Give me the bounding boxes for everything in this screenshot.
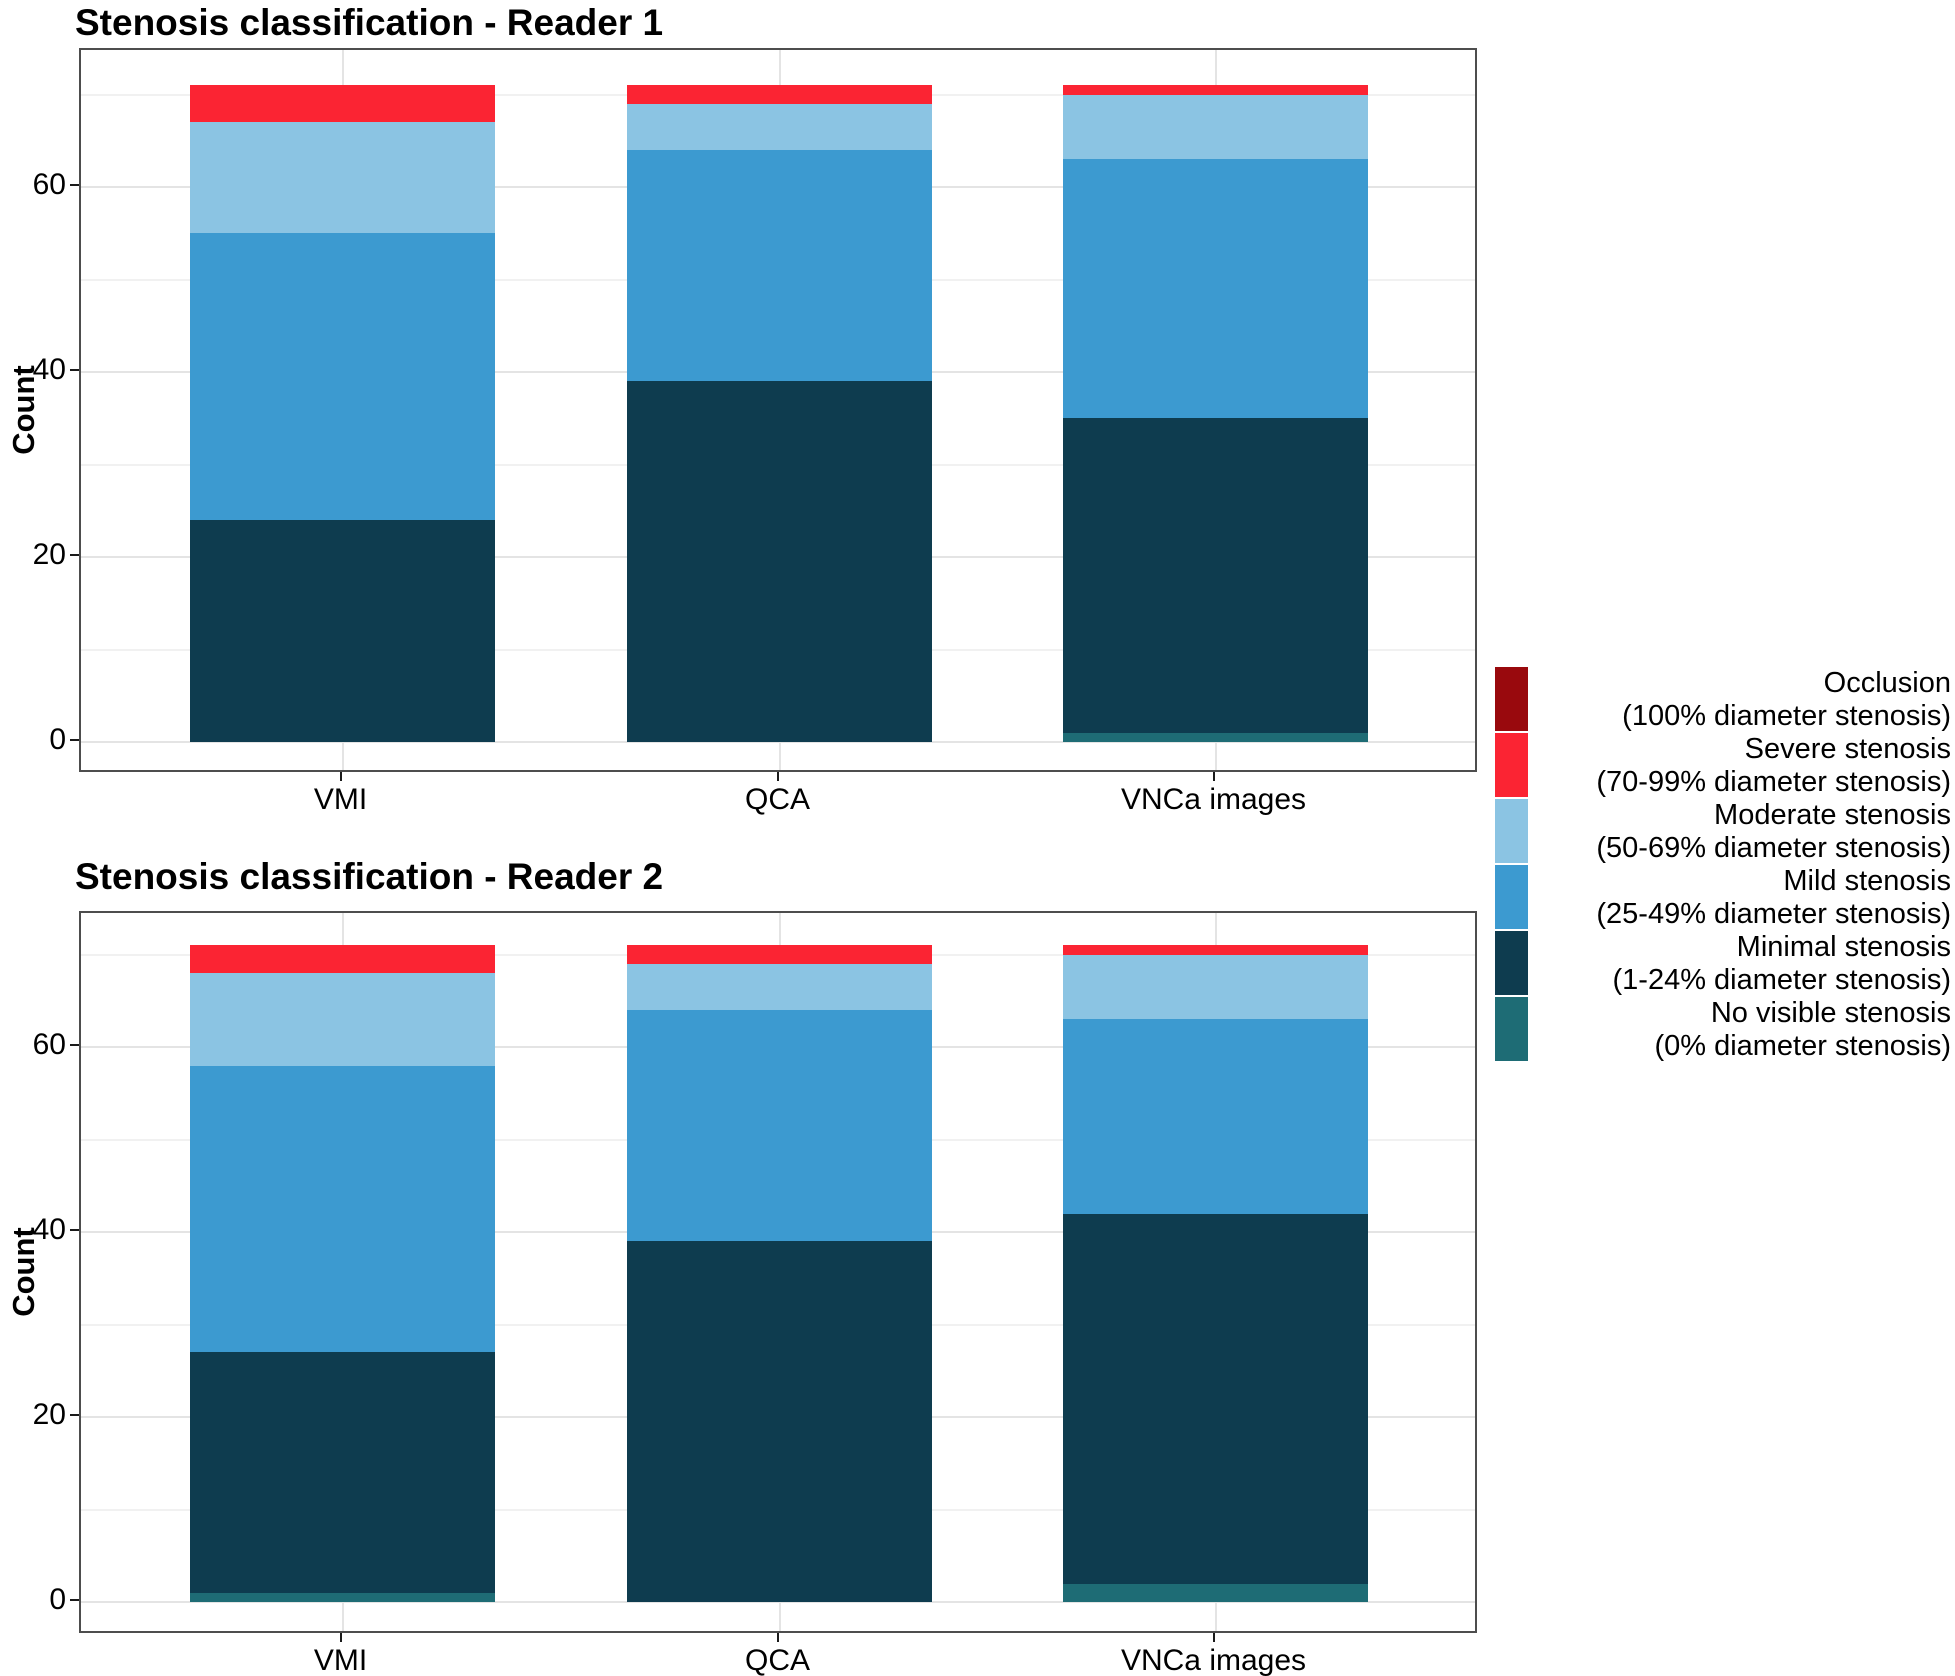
gridline-major-y0 [81,1601,1475,1603]
bar-segment-minimal-qca [627,381,932,742]
legend-label-line1-mild: Mild stenosis [1783,865,1951,897]
gridline-major-y0 [81,741,1475,743]
y-tick-label-40: 40 [32,1213,66,1246]
y-tick-mark-0 [70,1599,79,1601]
bar-segment-mild-qca [627,1010,932,1242]
y-tick-label-60: 60 [32,1028,66,1061]
y-tick-label-0: 0 [49,1583,66,1616]
bar-segment-mild-vmi [190,1065,495,1353]
y-tick-mark-40 [70,369,79,371]
bar-segment-moderate-qca [627,103,932,150]
bar-segment-moderate-vnca-images [1063,94,1368,160]
legend-swatch-severe [1495,733,1528,797]
bar-segment-mild-qca [627,150,932,382]
bar-segment-severe-qca [627,85,932,104]
x-tick-mark-qca [776,1633,779,1642]
bar-segment-no_visible-vmi [190,1592,495,1602]
bar-segment-minimal-vmi [190,520,495,742]
bar-segment-minimal-vnca-images [1063,1213,1368,1584]
bar-segment-minimal-vnca-images [1063,418,1368,733]
x-tick-label-vmi: VMI [313,1644,368,1676]
legend-label-line2-moderate: (50-69% diameter stenosis) [1596,832,1951,864]
y-tick-mark-40 [70,1229,79,1231]
x-tick-label-vmi: VMI [313,783,368,816]
bar-segment-mild-vnca-images [1063,159,1368,419]
bar-segment-moderate-vmi [190,122,495,234]
y-tick-label-20: 20 [32,538,66,571]
y-tick-label-40: 40 [32,353,66,386]
x-tick-mark-vnca-images [1212,1633,1215,1642]
y-tick-mark-20 [70,1414,79,1416]
legend-swatch-minimal [1495,931,1528,995]
bar-segment-moderate-vnca-images [1063,954,1368,1020]
x-tick-label-vnca-images: VNCa images [1120,783,1307,816]
bar-segment-moderate-vmi [190,973,495,1066]
bar-segment-minimal-qca [627,1241,932,1602]
bar-segment-minimal-vmi [190,1352,495,1593]
x-tick-label-vnca-images: VNCa images [1120,1644,1307,1676]
legend-swatch-no_visible [1495,997,1528,1061]
x-tick-mark-qca [776,772,779,781]
chart-title-reader-1: Stenosis classification - Reader 1 [75,2,664,43]
plot-panel-reader-1 [79,48,1477,772]
y-tick-mark-0 [70,739,79,741]
y-tick-label-20: 20 [32,1398,66,1431]
y-tick-label-0: 0 [49,723,66,756]
x-tick-label-qca: QCA [744,783,810,816]
bar-segment-severe-vnca-images [1063,945,1368,955]
y-tick-mark-60 [70,1044,79,1046]
bar-segment-no_visible-vnca-images [1063,1583,1368,1602]
y-tick-mark-20 [70,554,79,556]
bar-segment-severe-qca [627,945,932,964]
bar-segment-severe-vmi [190,85,495,123]
bar-segment-mild-vnca-images [1063,1019,1368,1214]
x-tick-mark-vnca-images [1212,772,1215,781]
bar-segment-severe-vmi [190,945,495,973]
y-tick-label-60: 60 [32,168,66,201]
bar-segment-no_visible-vnca-images [1063,732,1368,742]
x-tick-mark-vmi [339,1633,342,1642]
x-tick-label-qca: QCA [744,1644,810,1676]
legend-swatch-mild [1495,865,1528,929]
bar-segment-mild-vmi [190,233,495,520]
y-tick-mark-60 [70,184,79,186]
legend-swatch-moderate [1495,799,1528,863]
plot-panel-reader-2 [79,911,1477,1633]
bar-segment-severe-vnca-images [1063,85,1368,95]
x-tick-mark-vmi [339,772,342,781]
chart-title-reader-2: Stenosis classification - Reader 2 [75,856,664,897]
bar-segment-moderate-qca [627,963,932,1010]
legend-swatch-occlusion [1495,667,1528,731]
